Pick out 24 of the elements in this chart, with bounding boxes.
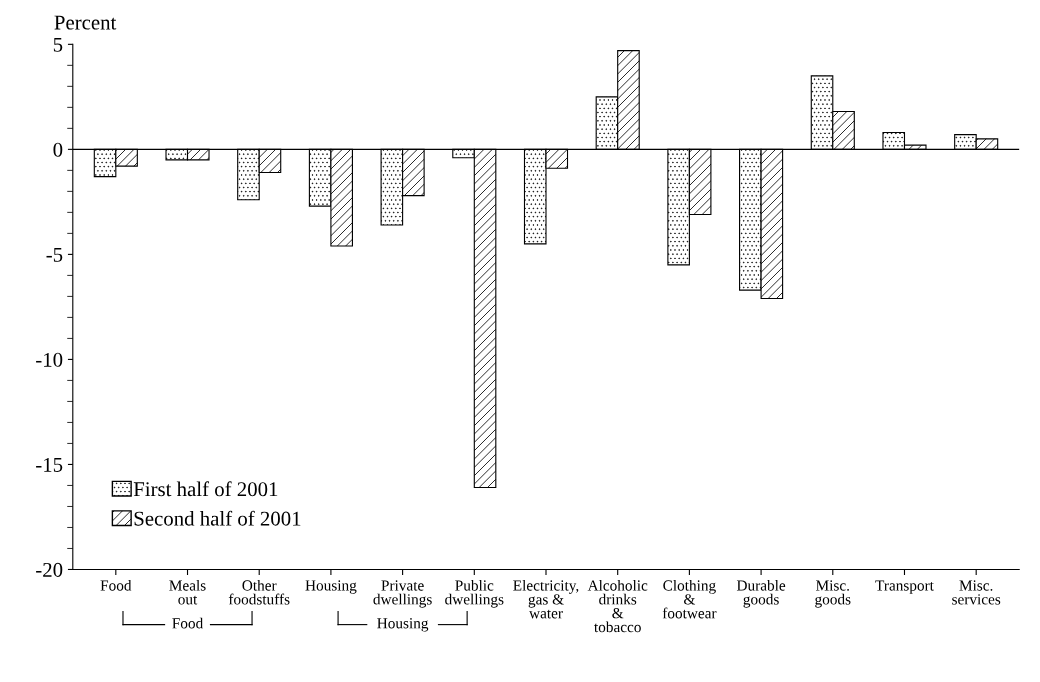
- x-tick-label: Housing: [305, 580, 357, 594]
- y-tick-label: -15: [36, 457, 63, 472]
- text: Housing: [377, 618, 429, 632]
- legend-label: First half of 2001: [133, 481, 278, 497]
- x-tick-label: Transport: [875, 580, 934, 594]
- legend-label: Second half of 2001: [134, 510, 301, 526]
- x-tick-label: Food: [100, 579, 132, 591]
- x-tick-label: Private dwellings: [373, 580, 432, 608]
- text: Food: [172, 617, 204, 629]
- y-tick-label: 0: [53, 142, 63, 157]
- x-tick-label: Misc. goods: [815, 580, 851, 608]
- x-tick-label: Alcoholic drinks & tobacco: [587, 579, 648, 633]
- y-axis-title: Percent: [54, 15, 117, 30]
- x-tick-label: Durable goods: [736, 579, 786, 608]
- x-tick-label: Other foodstuffs: [228, 579, 290, 605]
- x-tick-label: Meals out: [169, 579, 206, 605]
- x-tick-label: Misc. services: [952, 580, 1001, 605]
- y-tick-label: -20: [36, 562, 63, 577]
- x-tick-label: Electricity, gas & water: [513, 579, 579, 619]
- y-tick-label: -5: [46, 247, 63, 262]
- y-tick-label: 5: [53, 37, 63, 52]
- x-tick-label: Clothing & footwear: [662, 579, 717, 619]
- y-tick-label: -10: [36, 352, 63, 367]
- x-tick-label: Public dwellings: [445, 579, 504, 608]
